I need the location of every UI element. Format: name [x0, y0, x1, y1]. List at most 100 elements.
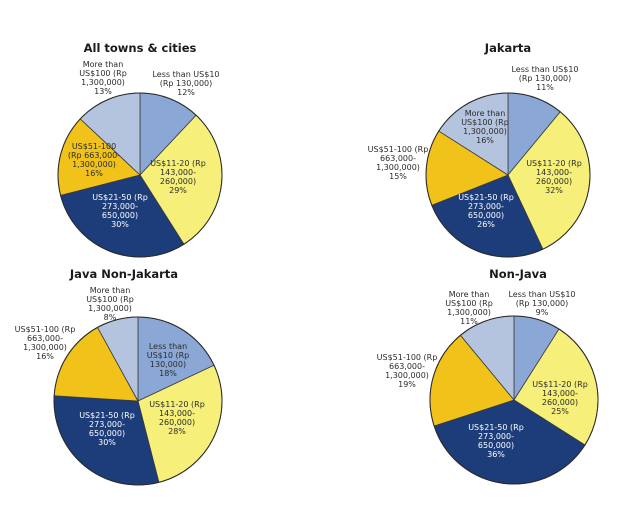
slice-label-line: 650,000): [102, 211, 138, 220]
slice-label-more-than-100: More than US$100 (Rp 1,300,000) 11%: [445, 290, 493, 326]
slice-value-label: 8%: [104, 313, 117, 322]
chart-title: Non-Java: [489, 267, 547, 281]
slice-label-line: 1,300,000): [23, 343, 67, 352]
slice-value-label: 16%: [36, 352, 54, 361]
slice-label-us21-50: US$21-50 (Rp 273,000-650,000) 30%: [92, 193, 148, 229]
slice-label-line: 650,000): [468, 211, 504, 220]
slice-label-line: 650,000): [89, 429, 125, 438]
slice-label-line: US$21-50 (Rp: [468, 423, 524, 432]
slice-label-line: 663,000-: [27, 334, 63, 343]
pie-outline: [429, 315, 599, 485]
slice-label-line: 130,000): [150, 360, 186, 369]
slice-label-line: More than: [83, 60, 124, 69]
slice-value-label: 32%: [545, 186, 563, 195]
slice-label-line: US$21-50 (Rp: [458, 193, 514, 202]
slice-label-us11-20: US$11-20 (Rp 143,000-260,000) 25%: [532, 380, 588, 416]
slice-label-line: 260,000): [536, 177, 572, 186]
slice-value-label: 9%: [536, 308, 549, 317]
slice-label-line: US$51-100 (Rp: [368, 145, 429, 154]
slice-label-line: Less than: [149, 342, 187, 351]
pie-outline: [53, 316, 223, 486]
slice-value-label: 26%: [477, 220, 495, 229]
slice-label-line: US$21-50 (Rp: [92, 193, 148, 202]
slice-label-line: 260,000): [159, 418, 195, 427]
slice-label-line: Less than US$10: [152, 70, 219, 79]
slice-label-line: More than: [465, 109, 506, 118]
slice-label-line: 273,000-: [102, 202, 138, 211]
slice-value-label: 18%: [159, 369, 177, 378]
slice-value-label: 30%: [98, 438, 116, 447]
slice-label-line: 650,000): [478, 441, 514, 450]
slice-label-line: 1,300,000): [385, 371, 429, 380]
slice-label-us21-50: US$21-50 (Rp 273,000-650,000) 36%: [468, 423, 524, 459]
chart-title: All towns & cities: [84, 41, 197, 55]
slice-value-label: 25%: [551, 407, 569, 416]
slice-label-line: US$100 (Rp: [79, 69, 127, 78]
slice-label-line: (Rp 663,000-: [68, 151, 120, 160]
slice-label-line: 273,000-: [478, 432, 514, 441]
slice-label-line: (Rp 130,000): [519, 74, 572, 83]
slice-label-line: 1,300,000): [72, 160, 116, 169]
slice-label-line: 1,300,000): [376, 163, 420, 172]
slice-value-label: 15%: [389, 172, 407, 181]
slice-label-line: 663,000-: [389, 362, 425, 371]
slice-label-us51-100: US$51-100 (Rp 663,000-1,300,000) 16%: [15, 325, 76, 361]
slice-label-line: US$21-50 (Rp: [79, 411, 135, 420]
chart-title: Jakarta: [484, 41, 531, 55]
slice-label-us11-20: US$11-20 (Rp 143,000-260,000) 29%: [150, 159, 206, 195]
pie-chart-java-non-jakarta: Java Non-Jakarta Less than US$10 (Rp 130,0…: [15, 267, 223, 486]
slice-label-line: US$51-100 (Rp: [377, 353, 438, 362]
pie-chart-non-java: Non-Java Less than US$10 (Rp 130,000) 9% US…: [377, 267, 599, 485]
slice-label-more-than-100: More than US$100 (Rp 1,300,000) 16%: [461, 109, 509, 145]
slice-label-line: 260,000): [542, 398, 578, 407]
slice-label-line: Less than US$10: [508, 290, 575, 299]
slice-label-line: US$100 (Rp: [461, 118, 509, 127]
slice-value-label: 12%: [177, 88, 195, 97]
pie-outline: [57, 92, 223, 258]
slice-value-label: 16%: [476, 136, 494, 145]
slice-value-label: 11%: [460, 317, 478, 326]
slice-label-line: 1,300,000): [447, 308, 491, 317]
slice-label-more-than-100: More than US$100 (Rp 1,300,000) 8%: [86, 286, 134, 322]
slice-label-line: US$11-20 (Rp: [532, 380, 588, 389]
slice-label-line: US$51-100: [72, 142, 116, 151]
slice-value-label: 13%: [94, 87, 112, 96]
slice-label-line: 143,000-: [159, 409, 195, 418]
slice-label-us11-20: US$11-20 (Rp 143,000-260,000) 28%: [149, 400, 205, 436]
slice-label-us51-100: US$51-100 (Rp 663,000-1,300,000) 19%: [377, 353, 438, 389]
slice-label-line: 143,000-: [160, 168, 196, 177]
slice-label-us11-20: US$11-20 (Rp 143,000-260,000) 32%: [526, 159, 582, 195]
slice-label-us21-50: US$21-50 (Rp 273,000-650,000) 26%: [458, 193, 514, 229]
slice-label-line: 143,000-: [536, 168, 572, 177]
slice-value-label: 11%: [536, 83, 554, 92]
slice-label-line: US$11-20 (Rp: [526, 159, 582, 168]
slice-label-us51-100: US$51-100 (Rp 663,000-1,300,000) 16%: [68, 142, 120, 178]
pie-chart-all-towns: All towns & cities Less than US$10 (Rp 13…: [57, 41, 223, 258]
pie-outline: [425, 92, 591, 258]
slice-value-label: 29%: [169, 186, 187, 195]
slice-value-label: 16%: [85, 169, 103, 178]
slice-label-line: 273,000-: [89, 420, 125, 429]
slice-label-line: 273,000-: [468, 202, 504, 211]
slice-label-line: US$10 (Rp: [147, 351, 190, 360]
slice-value-label: 28%: [168, 427, 186, 436]
slice-label-us51-100: US$51-100 (Rp 663,000-1,300,000) 15%: [368, 145, 429, 181]
slice-label-line: (Rp 130,000): [516, 299, 569, 308]
slice-label-line: US$100 (Rp: [445, 299, 493, 308]
slice-label-line: 260,000): [160, 177, 196, 186]
slice-label-line: 1,300,000): [463, 127, 507, 136]
pie-chart-jakarta: Jakarta Less than US$10 (Rp 130,000) 11% US…: [368, 41, 591, 258]
slice-label-less-than-10: Less than US$10 (Rp 130,000) 11%: [511, 65, 578, 92]
slice-label-less-than-10: Less than US$10 (Rp 130,000) 18%: [147, 342, 190, 378]
slice-label-line: More than: [449, 290, 490, 299]
slice-label-line: US$11-20 (Rp: [149, 400, 205, 409]
slice-label-line: US$100 (Rp: [86, 295, 134, 304]
slice-label-less-than-10: Less than US$10 (Rp 130,000) 12%: [152, 70, 219, 97]
slice-label-line: 663,000-: [380, 154, 416, 163]
slice-label-line: (Rp 130,000): [160, 79, 213, 88]
slice-label-line: 1,300,000): [88, 304, 132, 313]
slice-label-line: US$11-20 (Rp: [150, 159, 206, 168]
slice-label-line: US$51-100 (Rp: [15, 325, 76, 334]
slice-label-line: 143,000-: [542, 389, 578, 398]
